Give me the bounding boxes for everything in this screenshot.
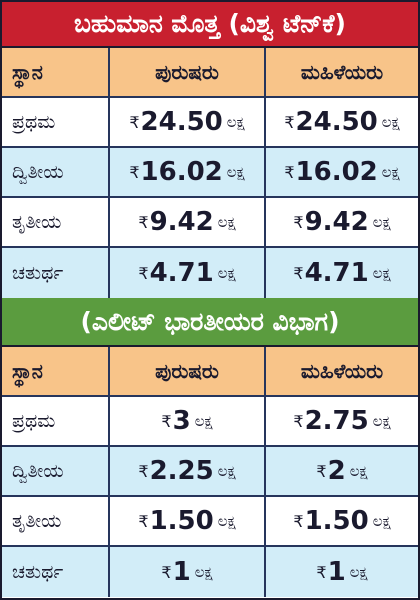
prize-cell: ₹1.50 ಲಕ್ಷ [110, 497, 266, 545]
amount: 9.42 [304, 207, 369, 237]
amount: 16.02 [295, 157, 378, 187]
prize-cell: ₹2.25 ಲಕ್ಷ [110, 447, 266, 495]
section-title: ಬಹುಮಾನ ಮೊತ್ತ (ವಿಶ್ವ ಟೆನ್‌ಕೆ) [2, 2, 418, 48]
unit: ಲಕ್ಷ [372, 412, 391, 430]
amount: 2.25 [149, 456, 214, 486]
unit: ಲಕ್ಷ [217, 512, 236, 530]
section: ಬಹುಮಾನ ಮೊತ್ತ (ವಿಶ್ವ ಟೆನ್‌ಕೆ) ಸ್ಥಾನ ಪುರುಷರು… [2, 2, 418, 298]
currency: ₹ [138, 461, 149, 481]
header-cell: ಮಹಿಳೆಯರು [300, 60, 384, 84]
prize-cell: ₹9.42 ಲಕ್ಷ [266, 198, 418, 246]
table-row: ಚತುರ್ಥ ₹4.71 ಲಕ್ಷ ₹4.71 ಲಕ್ಷ [2, 248, 418, 298]
prize-cell: ₹4.71 ಲಕ್ಷ [266, 248, 418, 298]
currency: ₹ [161, 562, 172, 582]
table-row: ತೃತೀಯ ₹1.50 ಲಕ್ಷ ₹1.50 ಲಕ್ಷ [2, 497, 418, 547]
unit: ಲಕ್ಷ [226, 113, 245, 131]
rank-cell: ಚತುರ್ಥ [2, 248, 110, 298]
currency: ₹ [284, 162, 295, 182]
prize-cell: ₹24.50 ಲಕ್ಷ [266, 98, 418, 146]
prize-cell: ₹1 ಲಕ್ಷ [110, 547, 266, 597]
rank-cell: ದ್ವಿತೀಯ [2, 447, 110, 495]
prize-cell: ₹24.50 ಲಕ್ಷ [110, 98, 266, 146]
section-title: (ಎಲೀಟ್ ಭಾರತೀಯರ ವಿಭಾಗ) [2, 298, 418, 347]
rank-cell: ದ್ವಿತೀಯ [2, 148, 110, 196]
prize-cell: ₹4.71 ಲಕ್ಷ [110, 248, 266, 298]
unit: ಲಕ್ಷ [372, 264, 391, 282]
unit: ಲಕ್ಷ [372, 213, 391, 231]
prize-cell: ₹2.75 ಲಕ್ಷ [266, 397, 418, 445]
table-row: ಚತುರ್ಥ ₹1 ಲಕ್ಷ ₹1 ಲಕ್ಷ [2, 547, 418, 597]
amount: 1.50 [149, 506, 214, 536]
unit: ಲಕ್ಷ [194, 563, 213, 581]
currency: ₹ [129, 162, 140, 182]
section: (ಎಲೀಟ್ ಭಾರತೀಯರ ವಿಭಾಗ) ಸ್ಥಾನ ಪುರುಷರು ಮಹಿಳೆಯರ… [2, 298, 418, 597]
currency: ₹ [138, 511, 149, 531]
currency: ₹ [138, 212, 149, 232]
prize-cell: ₹1.50 ಲಕ್ಷ [266, 497, 418, 545]
amount: 9.42 [149, 207, 214, 237]
amount: 16.02 [140, 157, 223, 187]
table-row: ದ್ವಿತೀಯ ₹16.02 ಲಕ್ಷ ₹16.02 ಲಕ್ಷ [2, 148, 418, 198]
amount: 1 [172, 557, 191, 587]
header-row: ಸ್ಥಾನ ಪುರುಷರು ಮಹಿಳೆಯರು [2, 347, 418, 397]
table-row: ದ್ವಿತೀಯ ₹2.25 ಲಕ್ಷ ₹2 ಲಕ್ಷ [2, 447, 418, 497]
prize-cell: ₹3 ಲಕ್ಷ [110, 397, 266, 445]
amount: 4.71 [304, 258, 369, 288]
header-cell: ಪುರುಷರು [110, 347, 266, 395]
unit: ಲಕ್ಷ [217, 213, 236, 231]
table-row: ಪ್ರಥಮ ₹24.50 ಲಕ್ಷ ₹24.50 ಲಕ್ಷ [2, 98, 418, 148]
amount: 1 [327, 557, 346, 587]
amount: 2.75 [304, 406, 369, 436]
amount: 24.50 [295, 107, 378, 137]
currency: ₹ [293, 263, 304, 283]
currency: ₹ [293, 511, 304, 531]
unit: ಲಕ್ಷ [381, 113, 400, 131]
header-cell: ಸ್ಥಾನ [2, 48, 110, 96]
unit: ಲಕ್ಷ [217, 264, 236, 282]
prize-cell: ₹2 ಲಕ್ಷ [266, 447, 418, 495]
header-row: ಸ್ಥಾನ ಪುರುಷರು ಮಹಿಳೆಯರು [2, 48, 418, 98]
table-row: ತೃತೀಯ ₹9.42 ಲಕ್ಷ ₹9.42 ಲಕ್ಷ [2, 198, 418, 248]
currency: ₹ [316, 461, 327, 481]
amount: 4.71 [149, 258, 214, 288]
amount: 1.50 [304, 506, 369, 536]
unit: ಲಕ್ಷ [381, 163, 400, 181]
prize-cell: ₹9.42 ಲಕ್ಷ [110, 198, 266, 246]
currency: ₹ [138, 263, 149, 283]
header-cell: ಮಹಿಳೆಯರು [300, 359, 384, 383]
unit: ಲಕ್ಷ [349, 563, 368, 581]
currency: ₹ [293, 212, 304, 232]
unit: ಲಕ್ಷ [349, 462, 368, 480]
amount: 24.50 [140, 107, 223, 137]
unit: ಲಕ್ಷ [194, 412, 213, 430]
header-cell: ಪುರುಷರು [110, 48, 266, 96]
prize-cell: ₹1 ಲಕ್ಷ [266, 547, 418, 597]
header-cell: ಸ್ಥಾನ [2, 347, 110, 395]
currency: ₹ [161, 411, 172, 431]
table-row: ಪ್ರಥಮ ₹3 ಲಕ್ಷ ₹2.75 ಲಕ್ಷ [2, 397, 418, 447]
rank-cell: ಚತುರ್ಥ [2, 547, 110, 597]
unit: ಲಕ್ಷ [217, 462, 236, 480]
unit: ಲಕ್ಷ [372, 512, 391, 530]
rank-cell: ಪ್ರಥಮ [2, 397, 110, 445]
rank-cell: ಪ್ರಥಮ [2, 98, 110, 146]
currency: ₹ [316, 562, 327, 582]
currency: ₹ [284, 112, 295, 132]
currency: ₹ [293, 411, 304, 431]
amount: 2 [327, 456, 346, 486]
rank-cell: ತೃತೀಯ [2, 497, 110, 545]
unit: ಲಕ್ಷ [226, 163, 245, 181]
currency: ₹ [129, 112, 140, 132]
rank-cell: ತೃತೀಯ [2, 198, 110, 246]
prize-cell: ₹16.02 ಲಕ್ಷ [110, 148, 266, 196]
amount: 3 [172, 406, 191, 436]
prize-cell: ₹16.02 ಲಕ್ಷ [266, 148, 418, 196]
